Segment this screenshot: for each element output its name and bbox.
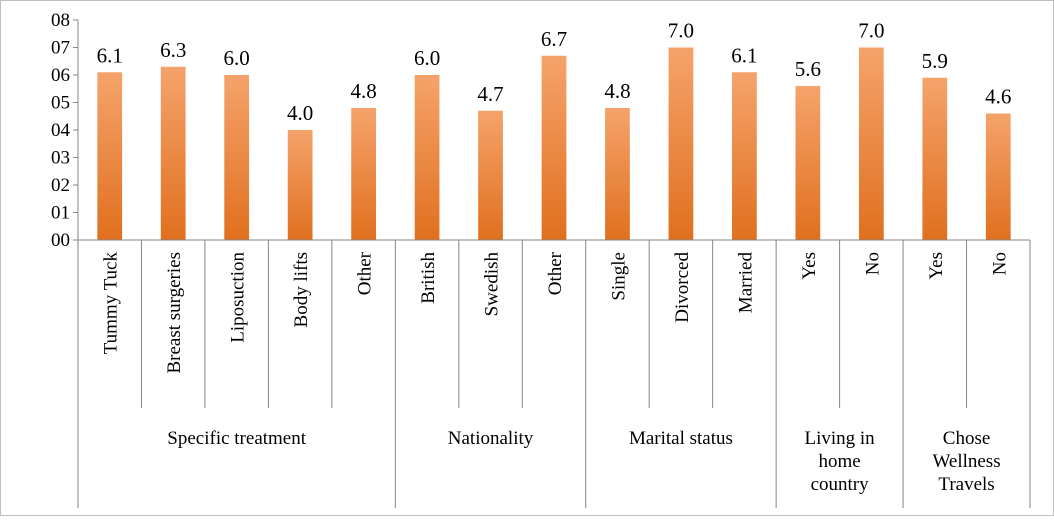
data-label: 5.6: [795, 57, 821, 81]
data-label: 6.3: [160, 38, 186, 62]
category-label: Body lifts: [291, 252, 312, 327]
y-tick-label: 07: [51, 38, 70, 59]
data-label: 5.9: [922, 49, 948, 73]
bar: [795, 86, 821, 240]
data-label: 6.0: [224, 46, 250, 70]
data-label: 7.0: [668, 19, 694, 43]
category-label: Yes: [799, 252, 820, 280]
data-label: 6.7: [541, 27, 567, 51]
category-label: Breast surgeries: [164, 252, 185, 374]
data-label: 4.8: [604, 79, 630, 103]
bar: [858, 47, 884, 240]
data-label: 6.1: [731, 43, 757, 67]
bar: [351, 108, 376, 240]
y-tick-label: 04: [51, 120, 71, 141]
y-tick-label: 06: [51, 65, 70, 86]
category-label: Yes: [926, 252, 947, 280]
bar: [224, 75, 250, 240]
group-label: Nationality: [448, 428, 534, 449]
data-label: 4.8: [350, 79, 376, 103]
category-label: Single: [608, 252, 629, 301]
data-label: 6.0: [414, 46, 440, 70]
data-label: 4.6: [985, 85, 1011, 109]
y-tick-label: 08: [51, 10, 70, 31]
y-tick-label: 01: [51, 203, 70, 224]
bar: [922, 77, 948, 240]
category-label: Swedish: [482, 252, 503, 317]
group-label: Chose Wellness Travels: [932, 428, 1000, 495]
category-label: Other: [545, 251, 566, 295]
bar: [478, 110, 503, 240]
category-label: British: [418, 252, 439, 304]
bar: [160, 66, 186, 240]
group-label: Marital status: [629, 428, 733, 449]
group-label: Specific treatment: [167, 428, 306, 449]
category-label: Other: [355, 251, 376, 295]
bar: [97, 72, 123, 240]
bars: 6.1 6.3 6.0 4.0 4.8 6.0 4.7 6.7 4.8 7.0 6.1 5.6 7.0 5…: [97, 19, 1011, 240]
data-label: 6.1: [97, 43, 123, 67]
category-label: Tummy Tuck: [101, 252, 122, 355]
y-axis: 00 01 02 03 04 05 06 07 08: [51, 10, 79, 251]
bar: [414, 75, 440, 240]
category-label: Liposuction: [228, 252, 249, 343]
bar: [732, 72, 757, 240]
group-label: Living in home country: [804, 428, 875, 495]
y-tick-label: 05: [51, 93, 70, 114]
x-axis: Tummy Tuck Breast surgeries Liposuction Bod…: [77, 239, 1031, 508]
category-label: No: [862, 252, 883, 275]
bar: [605, 108, 630, 240]
bar: [287, 130, 313, 240]
category-label: No: [989, 252, 1010, 275]
bar: [985, 113, 1011, 240]
category-label: Married: [735, 252, 756, 314]
bar: [541, 55, 567, 240]
category-label: Divorced: [672, 252, 693, 323]
data-label: 4.0: [287, 101, 313, 125]
y-tick-label: 03: [51, 148, 70, 169]
data-label: 7.0: [858, 19, 884, 43]
y-tick-label: 02: [51, 175, 70, 196]
y-tick-label: 00: [51, 230, 70, 251]
bar: [668, 47, 694, 240]
data-label: 4.7: [477, 82, 503, 106]
